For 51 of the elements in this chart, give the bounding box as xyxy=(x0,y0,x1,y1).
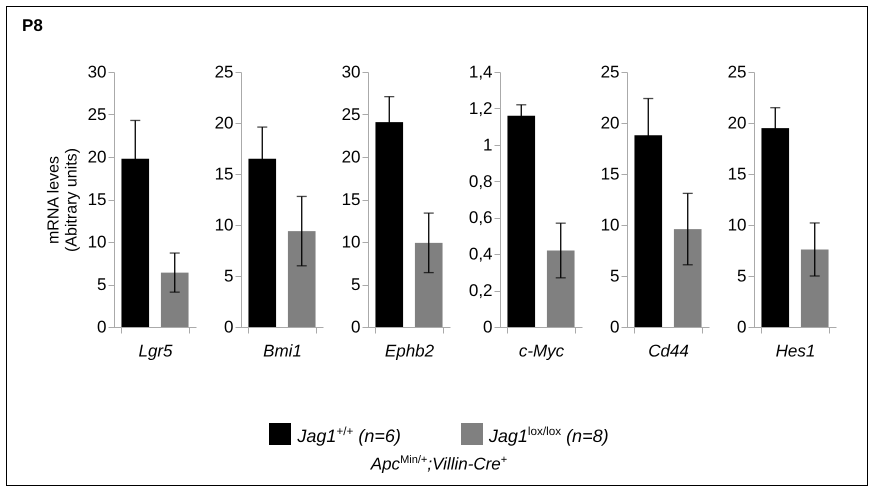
y-tick-label: 20 xyxy=(88,148,106,166)
y-tick-label: 20 xyxy=(728,114,746,132)
y-tick-label: 0,6 xyxy=(468,208,492,228)
y-tick-label: 10 xyxy=(342,232,360,252)
y-tick-label: 25 xyxy=(342,105,360,124)
y-tick-label: 0 xyxy=(224,318,234,336)
y-tick-label: 10 xyxy=(728,216,746,234)
x-tick-label: Lgr5 xyxy=(138,342,174,360)
y-tick-label: 5 xyxy=(737,266,746,286)
y-tick-label: 0 xyxy=(737,318,746,336)
x-tick-label: Bmi1 xyxy=(263,342,302,360)
y-tick-label: 5 xyxy=(97,275,106,294)
y-tick-label: 10 xyxy=(600,216,620,234)
x-tick-label: Ephb2 xyxy=(384,342,435,360)
y-tick-label: 0 xyxy=(351,318,360,336)
y-tick-label: 25 xyxy=(600,62,620,82)
text: Apc$^{Min/+}$;Villin-Cre$^{+}$ xyxy=(369,454,508,475)
y-tick-label: 0,8 xyxy=(468,172,492,191)
x-tick-label: Cd44 xyxy=(648,342,689,360)
y-tick-label: 25 xyxy=(214,62,234,82)
y-axis-title: mRNA leves (Abitrary units) xyxy=(46,148,81,252)
y-tick-label: 15 xyxy=(342,190,360,209)
y-tick-label: 0 xyxy=(97,318,106,336)
legend-label: Jag1$^{+/+}$ (n=6) xyxy=(297,425,401,446)
y-tick-label: 0,4 xyxy=(468,244,492,264)
y-tick-label: 1,2 xyxy=(468,98,492,118)
y-tick-label: 1 xyxy=(483,135,492,154)
y-tick-label: 20 xyxy=(342,148,360,166)
y-tick-label: 10 xyxy=(88,232,106,252)
y-tick-label: 20 xyxy=(600,114,620,132)
chart-title: P8 xyxy=(22,16,43,36)
x-tick-label: Hes1 xyxy=(776,342,816,360)
x-tick-label: c-Myc xyxy=(518,342,565,360)
y-tick-label: 5 xyxy=(610,266,620,286)
y-tick-label: 1,4 xyxy=(468,62,492,82)
y-tick-label: 15 xyxy=(214,164,234,184)
legend-label: Jag1$^{lox/lox}$ (n=8) xyxy=(488,425,609,446)
y-tick-label: 15 xyxy=(728,164,746,184)
y-tick-label: 30 xyxy=(88,62,106,82)
y-tick-label: 0 xyxy=(610,318,620,336)
y-tick-label: 15 xyxy=(600,164,620,184)
y-tick-label: 20 xyxy=(214,114,234,132)
y-tick-label: 0,2 xyxy=(468,281,492,300)
y-tick-label: 25 xyxy=(88,105,106,124)
y-tick-label: 5 xyxy=(224,266,234,286)
y-tick-label: 5 xyxy=(351,275,360,294)
y-tick-label: 30 xyxy=(342,62,360,82)
y-tick-label: 10 xyxy=(214,216,234,234)
y-tick-label: 25 xyxy=(728,62,746,82)
y-tick-label: 15 xyxy=(88,190,106,209)
y-tick-label: 0 xyxy=(483,318,492,336)
